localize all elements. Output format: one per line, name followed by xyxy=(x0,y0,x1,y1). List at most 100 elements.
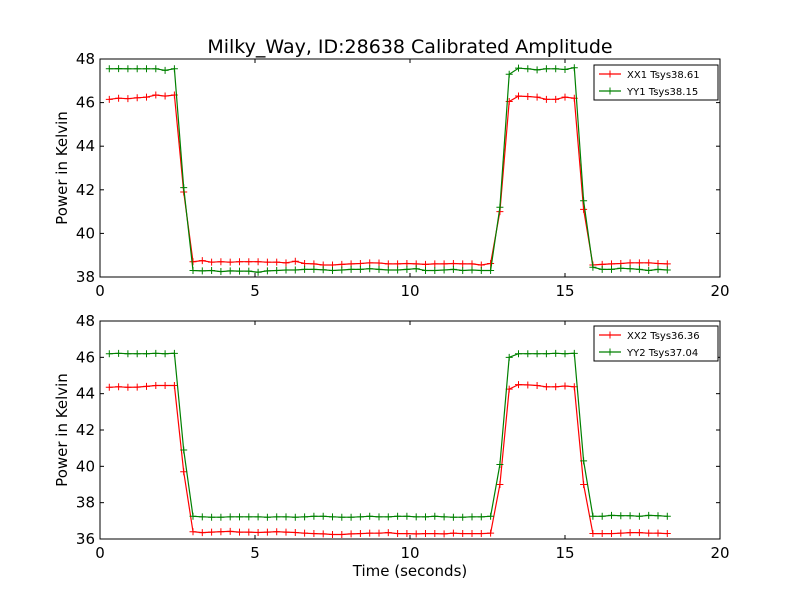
data-point xyxy=(338,513,346,521)
data-point xyxy=(505,353,513,361)
data-point xyxy=(542,350,550,358)
y-tick-label: 40 xyxy=(76,457,95,475)
data-point xyxy=(301,513,309,521)
data-point xyxy=(394,512,402,520)
data-point xyxy=(533,66,541,74)
y-tick-label: 38 xyxy=(76,268,95,286)
data-point xyxy=(440,260,448,268)
data-point xyxy=(552,383,560,391)
data-point xyxy=(589,530,597,538)
data-point xyxy=(366,265,374,273)
data-point xyxy=(226,267,234,275)
legend-marker xyxy=(606,348,614,356)
chart-legend: XX1 Tsys38.61 YY1 Tsys38.15 xyxy=(593,64,719,101)
data-point xyxy=(143,93,150,101)
data-point xyxy=(301,529,309,537)
data-point xyxy=(505,70,513,78)
data-point xyxy=(347,265,355,273)
data-point xyxy=(263,258,271,266)
data-point xyxy=(496,461,504,469)
data-point xyxy=(626,259,634,267)
data-point xyxy=(124,65,132,73)
data-point xyxy=(366,259,374,267)
data-point xyxy=(115,94,123,102)
data-point xyxy=(217,268,225,276)
chart-title: Milky_Way, ID:28638 Calibrated Amplitude xyxy=(207,36,612,58)
data-point xyxy=(217,528,225,536)
data-point xyxy=(533,350,541,358)
y-tick-label: 48 xyxy=(76,50,95,68)
data-point xyxy=(608,511,615,519)
data-point xyxy=(198,529,206,537)
y-tick-label: 46 xyxy=(76,94,95,112)
chart-panel-1: 0 5 10 15 20 38 40 42 44 46 48 Power in Kelvin XX1 T… xyxy=(53,50,730,300)
data-point xyxy=(477,266,485,274)
data-point xyxy=(115,349,123,357)
data-point xyxy=(189,512,197,520)
data-point xyxy=(635,529,643,537)
data-point xyxy=(580,481,588,488)
data-point xyxy=(198,513,206,521)
data-point xyxy=(524,381,532,389)
legend-entry: YY1 Tsys38.15 xyxy=(626,87,698,98)
data-point xyxy=(356,530,364,538)
data-point xyxy=(254,528,262,536)
data-point xyxy=(598,530,606,538)
data-point xyxy=(319,266,327,274)
data-point xyxy=(375,265,383,273)
data-point xyxy=(208,266,216,274)
data-point xyxy=(663,512,671,520)
x-tick-label: 0 xyxy=(95,544,105,562)
data-point xyxy=(282,266,290,274)
data-point xyxy=(449,265,457,273)
data-point xyxy=(161,66,169,74)
data-point xyxy=(310,512,318,520)
legend-marker xyxy=(606,87,614,95)
data-point xyxy=(105,383,113,391)
data-point xyxy=(161,381,169,389)
data-point xyxy=(366,529,374,537)
data-point xyxy=(468,260,476,268)
data-point xyxy=(245,267,253,275)
data-point xyxy=(626,265,634,273)
data-point xyxy=(254,268,262,276)
data-point xyxy=(654,265,662,273)
data-point xyxy=(198,267,206,275)
data-point xyxy=(412,513,420,521)
y-tick-label: 48 xyxy=(76,312,95,330)
data-point xyxy=(236,258,243,266)
data-point xyxy=(645,266,653,274)
x-axis-label: Time (seconds) xyxy=(352,562,468,580)
data-point xyxy=(440,266,448,274)
data-point xyxy=(319,530,327,538)
data-point xyxy=(617,529,625,537)
data-point xyxy=(496,203,504,211)
data-point xyxy=(152,65,160,73)
data-point xyxy=(533,381,541,389)
data-point xyxy=(459,513,467,521)
data-point xyxy=(468,266,476,274)
x-tick-label: 20 xyxy=(710,282,729,300)
data-point xyxy=(487,512,495,520)
data-point xyxy=(431,266,439,274)
data-point xyxy=(245,528,253,536)
data-point xyxy=(143,65,150,73)
data-point xyxy=(301,259,309,267)
data-point xyxy=(552,65,560,73)
data-point xyxy=(180,184,188,192)
data-point xyxy=(375,259,383,267)
legend-entry: YY2 Tsys37.04 xyxy=(626,348,698,359)
chart-panel-2: 0 5 10 15 20 36 38 40 42 44 46 48 Power in Kelvin XX2… xyxy=(53,312,730,562)
data-point xyxy=(245,513,253,521)
data-point xyxy=(542,95,550,103)
data-point xyxy=(133,94,141,102)
data-point xyxy=(384,266,392,274)
data-point xyxy=(542,383,550,391)
data-point xyxy=(133,65,141,73)
data-point xyxy=(654,512,662,520)
data-point xyxy=(422,266,429,274)
data-point xyxy=(403,512,411,520)
data-point xyxy=(291,513,299,521)
data-point xyxy=(170,381,178,389)
